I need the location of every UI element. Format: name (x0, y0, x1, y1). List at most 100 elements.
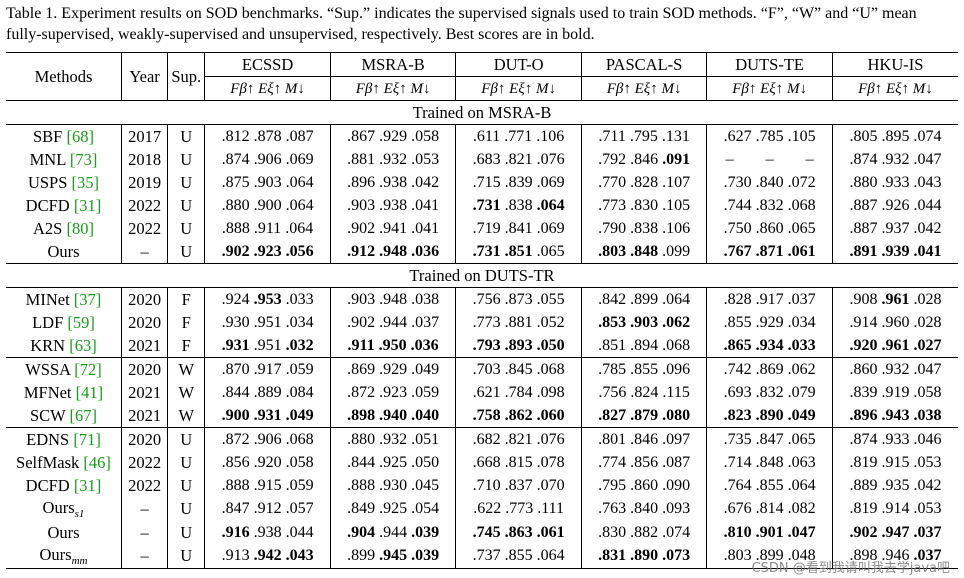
score-value: .099 (662, 242, 691, 260)
citation-link[interactable]: [67] (69, 405, 98, 425)
score-value: .703 (472, 360, 501, 378)
method-subscript: mm (71, 555, 88, 567)
metric-header: Fβ↑ Eξ↑ M↓ (329, 76, 456, 101)
score-cell: .930 .951 .034 (204, 311, 331, 334)
header-dataset: DUT-O (455, 52, 582, 77)
citation-link[interactable]: [71] (73, 429, 101, 449)
score-value: .924 (221, 290, 250, 308)
score-value: .860 (755, 219, 784, 237)
citation-link[interactable]: [31] (73, 475, 102, 495)
score-value: .903 (347, 290, 376, 308)
score-value: .872 (347, 383, 376, 401)
score-value: .069 (536, 219, 565, 237)
score-cell: .888 .915 .059 (204, 474, 331, 497)
method-cell: SCW [67] (6, 404, 121, 428)
score-cell: .719 .841 .069 (455, 217, 582, 240)
citation-link[interactable]: [72] (74, 359, 102, 379)
score-cell: .803 .848 .099 (580, 240, 707, 264)
method-cell: WSSA [72] (6, 358, 121, 382)
score-value: .063 (787, 453, 816, 471)
score-value: .068 (285, 430, 314, 448)
citation-link[interactable]: [35] (71, 172, 100, 192)
citation-link[interactable]: [31] (73, 195, 102, 215)
score-value: .853 (598, 313, 627, 331)
citation-link[interactable]: [46] (83, 452, 111, 472)
method-name: DCFD (25, 195, 70, 215)
score-value: .058 (285, 453, 314, 471)
score-cell: .844 .925 .050 (329, 451, 456, 474)
score-value: .072 (787, 173, 816, 191)
score-cell: .611 .771 .106 (455, 124, 582, 148)
score-cell: .844 .889 .084 (204, 381, 331, 404)
score-value: .050 (536, 336, 565, 354)
score-cell: .756 .873 .055 (455, 287, 582, 311)
score-cell: .880 .933 .043 (831, 171, 958, 194)
score-value: .801 (598, 430, 627, 448)
score-value: .062 (662, 313, 691, 331)
citation-link[interactable]: [37] (73, 289, 102, 309)
citation-link[interactable]: [59] (67, 312, 95, 332)
score-value: .084 (285, 383, 314, 401)
score-value: .888 (221, 219, 250, 237)
score-value: .106 (662, 219, 691, 237)
score-cell: .812 .878 .087 (204, 124, 331, 148)
method-name: SelfMask (16, 452, 80, 472)
score-value: .934 (755, 336, 784, 354)
score-value: .856 (221, 453, 250, 471)
score-value: .932 (379, 150, 408, 168)
citation-link[interactable]: [68] (66, 126, 94, 146)
method-name: MINet (25, 289, 70, 309)
score-cell: .870 .917 .059 (204, 357, 331, 381)
score-cell: .898 .940 .040 (329, 404, 456, 428)
table-row: WSSA [72] 2020 W .870 .917 .059.869 .929 .0… (6, 357, 958, 382)
sup-cell: U (167, 451, 205, 474)
score-value: .874 (849, 430, 878, 448)
header-year: Year (120, 52, 168, 101)
score-value: .881 (504, 313, 533, 331)
score-value: .070 (536, 476, 565, 494)
method-name: SCW (29, 405, 66, 425)
score-value: .890 (755, 406, 784, 424)
score-value: .044 (913, 196, 942, 214)
sup-cell: U (167, 544, 205, 569)
score-value: .901 (755, 523, 784, 541)
score-cell: .774 .856 .087 (580, 451, 707, 474)
score-cell: .842 .899 .064 (580, 287, 707, 311)
citation-link[interactable]: [63] (69, 335, 97, 355)
score-cell: .745 .863 .061 (455, 521, 582, 544)
citation-link[interactable]: [41] (75, 382, 104, 402)
score-value: .730 (723, 173, 752, 191)
sup-cell: U (167, 217, 205, 240)
citation-link[interactable]: [73] (69, 149, 98, 169)
sup-cell: W (167, 357, 205, 381)
table-caption: Table 1. Experiment results on SOD bench… (6, 5, 917, 43)
score-value: .758 (472, 406, 501, 424)
method-name: EDNS (26, 429, 70, 449)
score-cell: .693 .832 .079 (706, 381, 833, 404)
score-value: .961 (881, 336, 910, 354)
table-row: MNL [73] 2018 U .874 .906 .069.881 .932 .05… (6, 148, 958, 171)
score-value: .054 (411, 500, 440, 517)
score-value: .893 (504, 336, 533, 354)
score-value: .863 (504, 523, 533, 541)
header-dataset: DUTS-TE (706, 52, 833, 77)
score-cell: .715 .839 .069 (455, 171, 582, 194)
score-value: .925 (379, 500, 408, 517)
year-cell: 2022 (120, 217, 168, 240)
year-cell: 2022 (120, 474, 168, 497)
sup-cell: U (167, 521, 205, 544)
table-row: EDNS [71] 2020 U .872 .906 .068.880 .932 .0… (6, 427, 958, 451)
score-value: .838 (504, 196, 533, 214)
score-value: .855 (755, 476, 784, 494)
score-cell: .880 .900 .064 (204, 194, 331, 217)
method-cell: DCFD [31] (6, 474, 121, 497)
sup-cell: U (167, 240, 205, 264)
score-value: .731 (472, 242, 501, 260)
score-value: .750 (723, 219, 752, 237)
score-value: .032 (285, 336, 314, 354)
header-dataset: ECSSD (204, 52, 331, 77)
score-value: .946 (881, 547, 910, 564)
citation-link[interactable]: [80] (66, 218, 94, 238)
score-value: .899 (347, 547, 376, 564)
score-cell: .767 .871 .061 (706, 240, 833, 264)
